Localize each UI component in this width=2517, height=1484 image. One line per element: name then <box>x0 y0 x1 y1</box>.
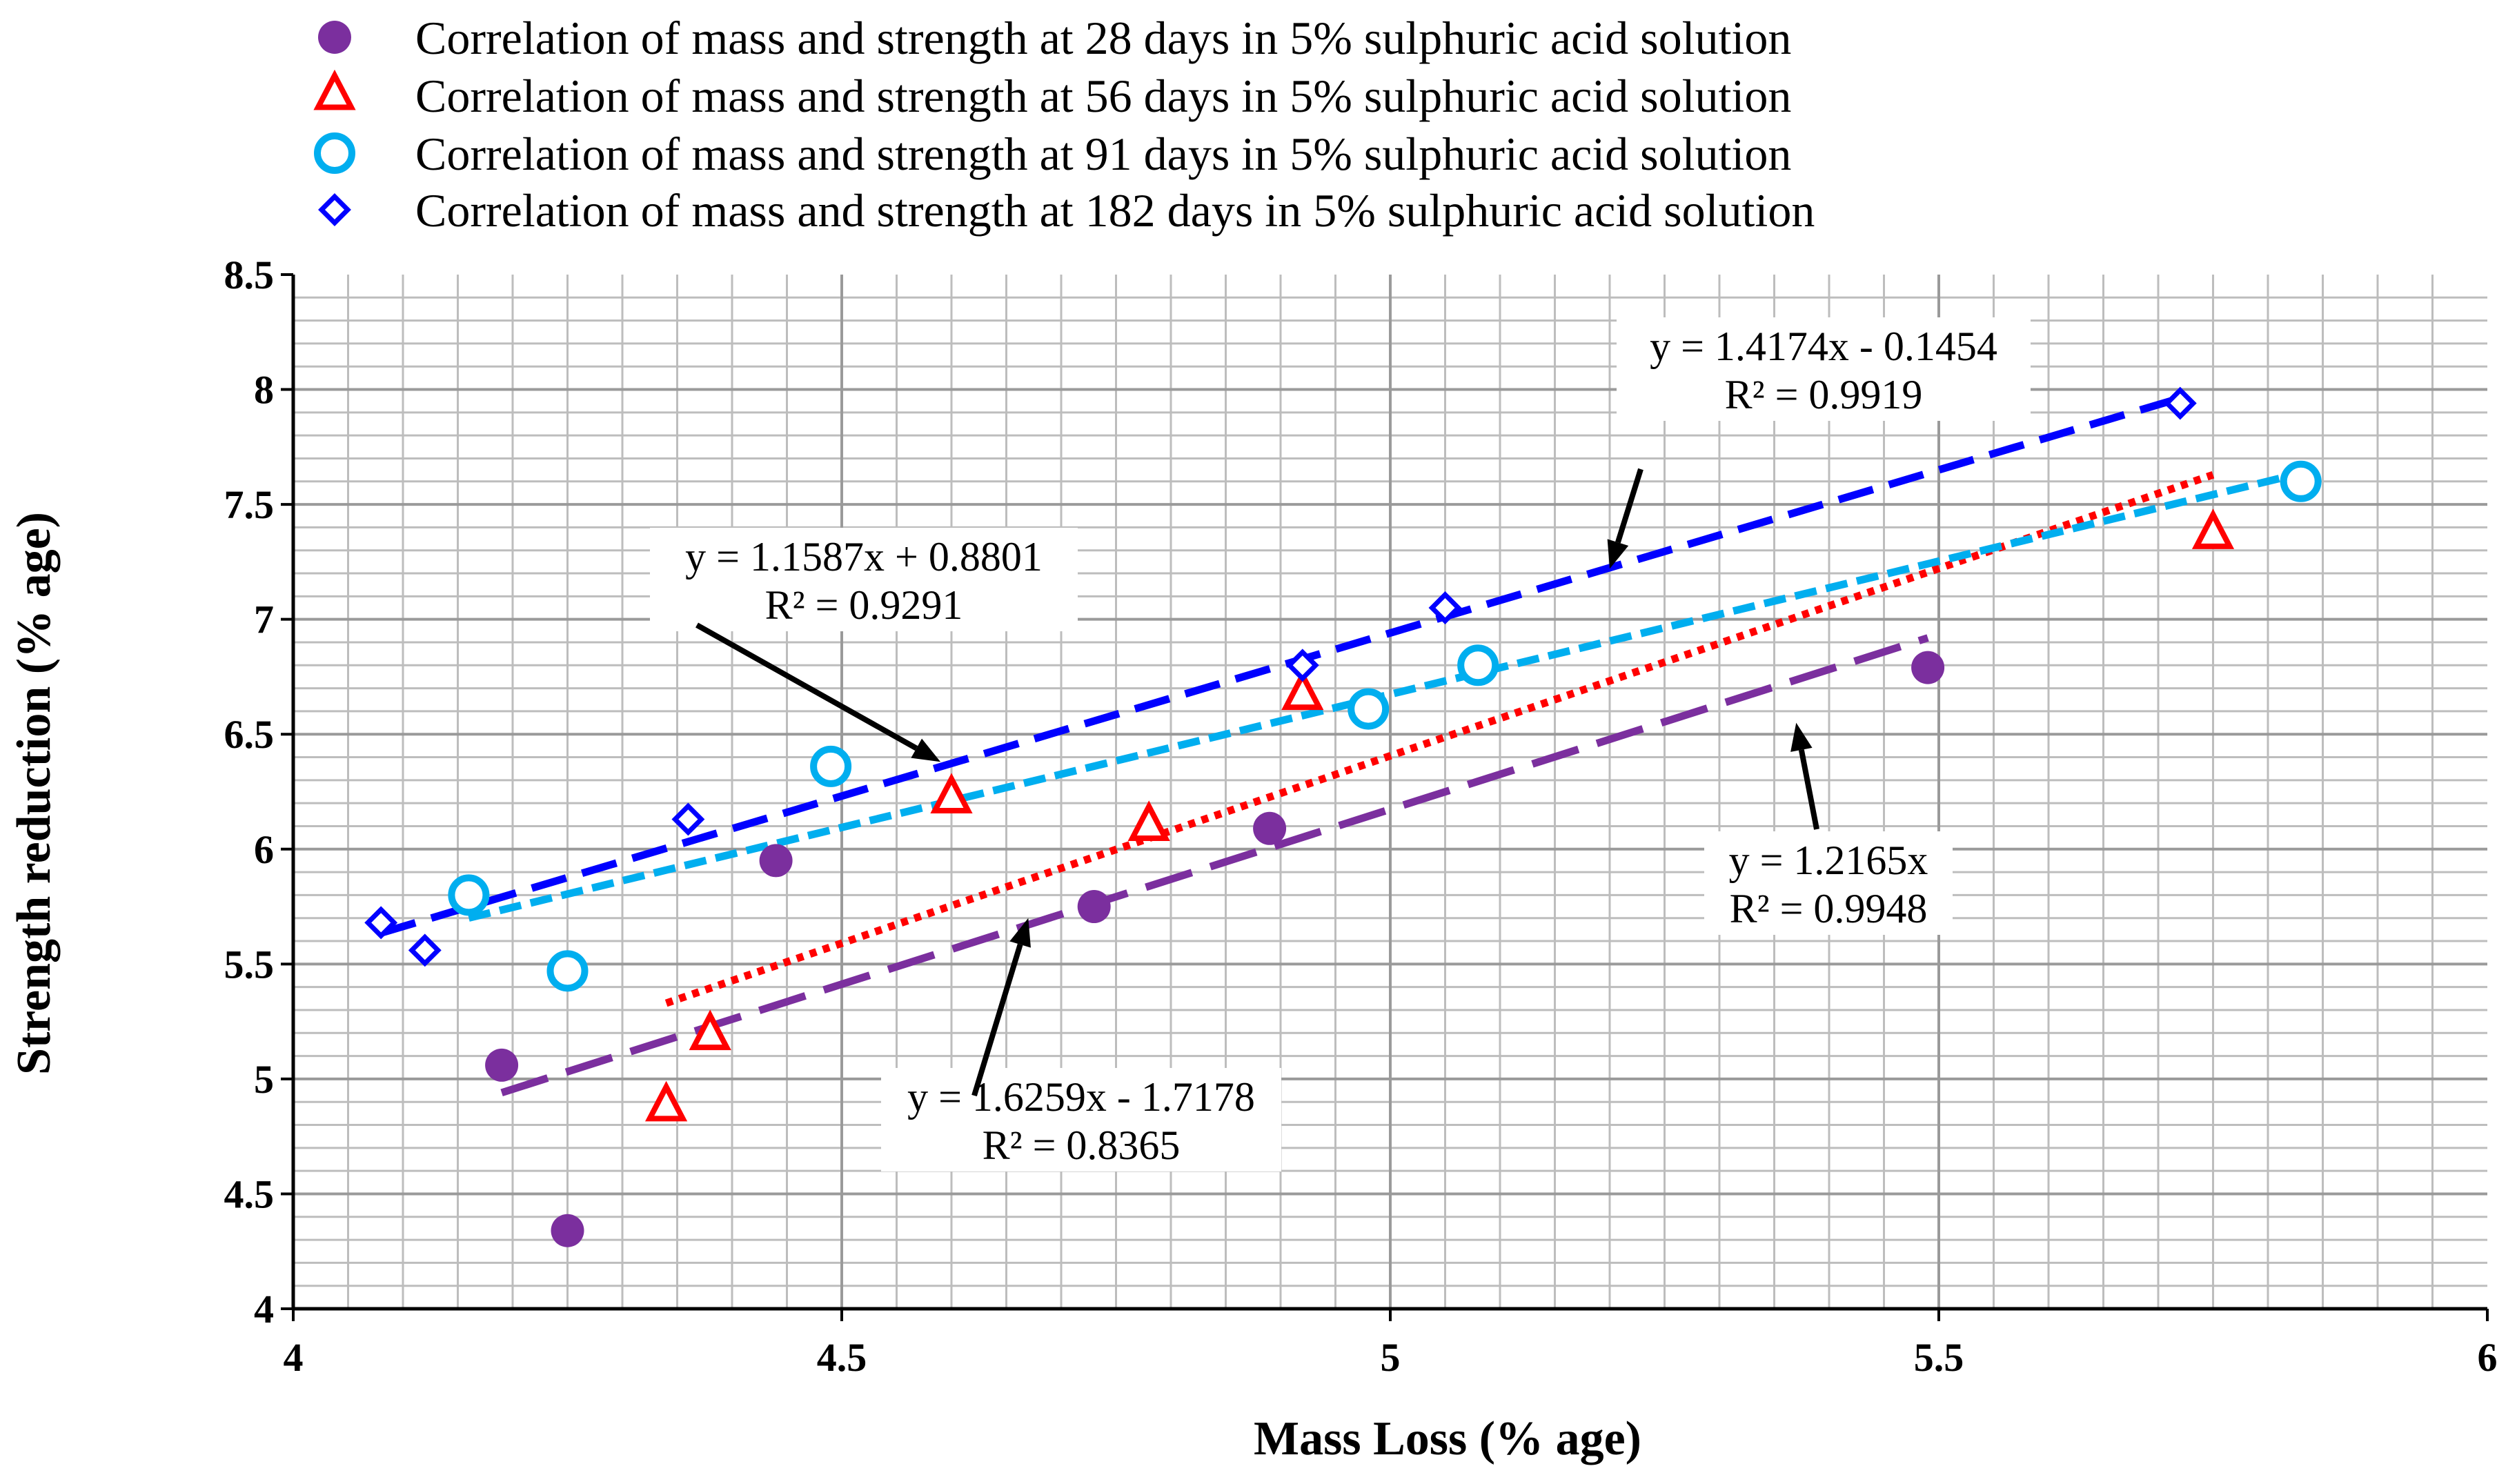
legend-marker <box>318 21 351 54</box>
y-tick-label: 4 <box>254 1287 274 1332</box>
data-point <box>810 745 852 787</box>
y-tick-label: 4.5 <box>224 1171 275 1216</box>
legend-label: Correlation of mass and strength at 91 d… <box>415 128 1791 180</box>
annotation-box <box>1617 317 2031 421</box>
r-squared-label: R² = 0.9948 <box>1730 886 1928 931</box>
legend-marker <box>318 193 351 226</box>
data-point <box>1911 651 1945 684</box>
data-point <box>1127 800 1170 841</box>
r-squared-label: R² = 0.8365 <box>983 1122 1181 1168</box>
annotation-box <box>881 1068 1281 1171</box>
data-point <box>1281 669 1324 711</box>
data-point <box>671 802 705 836</box>
data-point <box>2280 460 2322 502</box>
r-squared-label: R² = 0.9291 <box>765 582 963 628</box>
legend-label: Correlation of mass and strength at 28 d… <box>415 12 1791 64</box>
x-tick-label: 5.5 <box>1914 1335 1964 1380</box>
data-point <box>1348 688 1390 730</box>
trendline-equation: y = 1.4174x - 0.1454 <box>1650 324 1997 369</box>
annotation-arrowhead <box>1790 722 1813 752</box>
legend-marker <box>314 132 355 174</box>
data-point <box>2163 386 2197 420</box>
trendline-equation: y = 1.6259x - 1.7178 <box>907 1074 1255 1120</box>
data-point <box>689 1009 731 1051</box>
data-point <box>1428 591 1462 624</box>
annotation-arrow <box>971 943 1023 1097</box>
data-point <box>448 874 490 916</box>
annotation-arrowhead <box>911 738 941 762</box>
axes: 4 4.5 5 5.5 6 6.5 7 7.5 8 8.5 4 4.5 5 5.5 6 <box>224 253 2498 1380</box>
data-point <box>408 933 442 967</box>
legend-marker <box>313 69 356 110</box>
y-axis-title: Strength reduction (% age) <box>8 512 61 1075</box>
y-tick-label: 6.5 <box>224 712 275 757</box>
trendlines <box>379 394 2302 1097</box>
data-point <box>485 1048 519 1082</box>
y-tick-label: 7.5 <box>224 482 275 527</box>
y-tick-label: 8.5 <box>224 253 275 297</box>
data-point <box>1457 644 1499 686</box>
data-point <box>1077 890 1111 924</box>
data-point <box>1253 811 1287 845</box>
data-points <box>364 386 2322 1247</box>
trendline-equation: y = 1.1587x + 0.8801 <box>685 534 1043 580</box>
annotation-arrow <box>695 622 918 751</box>
legend-label: Correlation of mass and strength at 56 d… <box>415 70 1791 122</box>
x-tick-label: 6 <box>2478 1335 2498 1380</box>
x-axis-title: Mass Loss (% age) <box>1254 1412 1641 1465</box>
data-point <box>364 906 398 940</box>
r-squared-label: R² = 0.9919 <box>1725 372 1923 417</box>
y-tick-label: 5 <box>254 1057 274 1102</box>
data-point <box>2191 508 2235 549</box>
x-tick-label: 5 <box>1381 1335 1401 1380</box>
y-tick-label: 5.5 <box>224 942 275 987</box>
trendline <box>468 469 2302 922</box>
annotation-arrowhead <box>1009 918 1031 948</box>
trendline <box>500 634 1929 1097</box>
annotation-arrow <box>1798 749 1819 830</box>
y-tick-label: 8 <box>254 368 274 413</box>
x-tick-label: 4.5 <box>817 1335 867 1380</box>
data-point <box>551 1214 584 1247</box>
data-point <box>645 1080 688 1122</box>
annotation-box <box>1704 831 1953 935</box>
grid <box>293 275 2487 1309</box>
y-tick-label: 6 <box>254 827 274 872</box>
trendline <box>664 471 2215 1007</box>
legend-label: Correlation of mass and strength at 182 … <box>415 184 1815 237</box>
data-point <box>1285 649 1319 682</box>
legend: Correlation of mass and strength at 28 d… <box>313 12 1815 237</box>
x-tick-label: 4 <box>284 1335 304 1380</box>
y-tick-label: 7 <box>254 597 274 642</box>
annotation-arrow <box>1615 468 1644 544</box>
annotation-arrowhead <box>1607 539 1629 569</box>
annotation-box <box>650 528 1078 631</box>
data-point <box>546 950 589 992</box>
data-point <box>759 844 793 878</box>
trendline-equation: y = 1.2165x <box>1729 838 1928 883</box>
data-point <box>930 773 973 813</box>
